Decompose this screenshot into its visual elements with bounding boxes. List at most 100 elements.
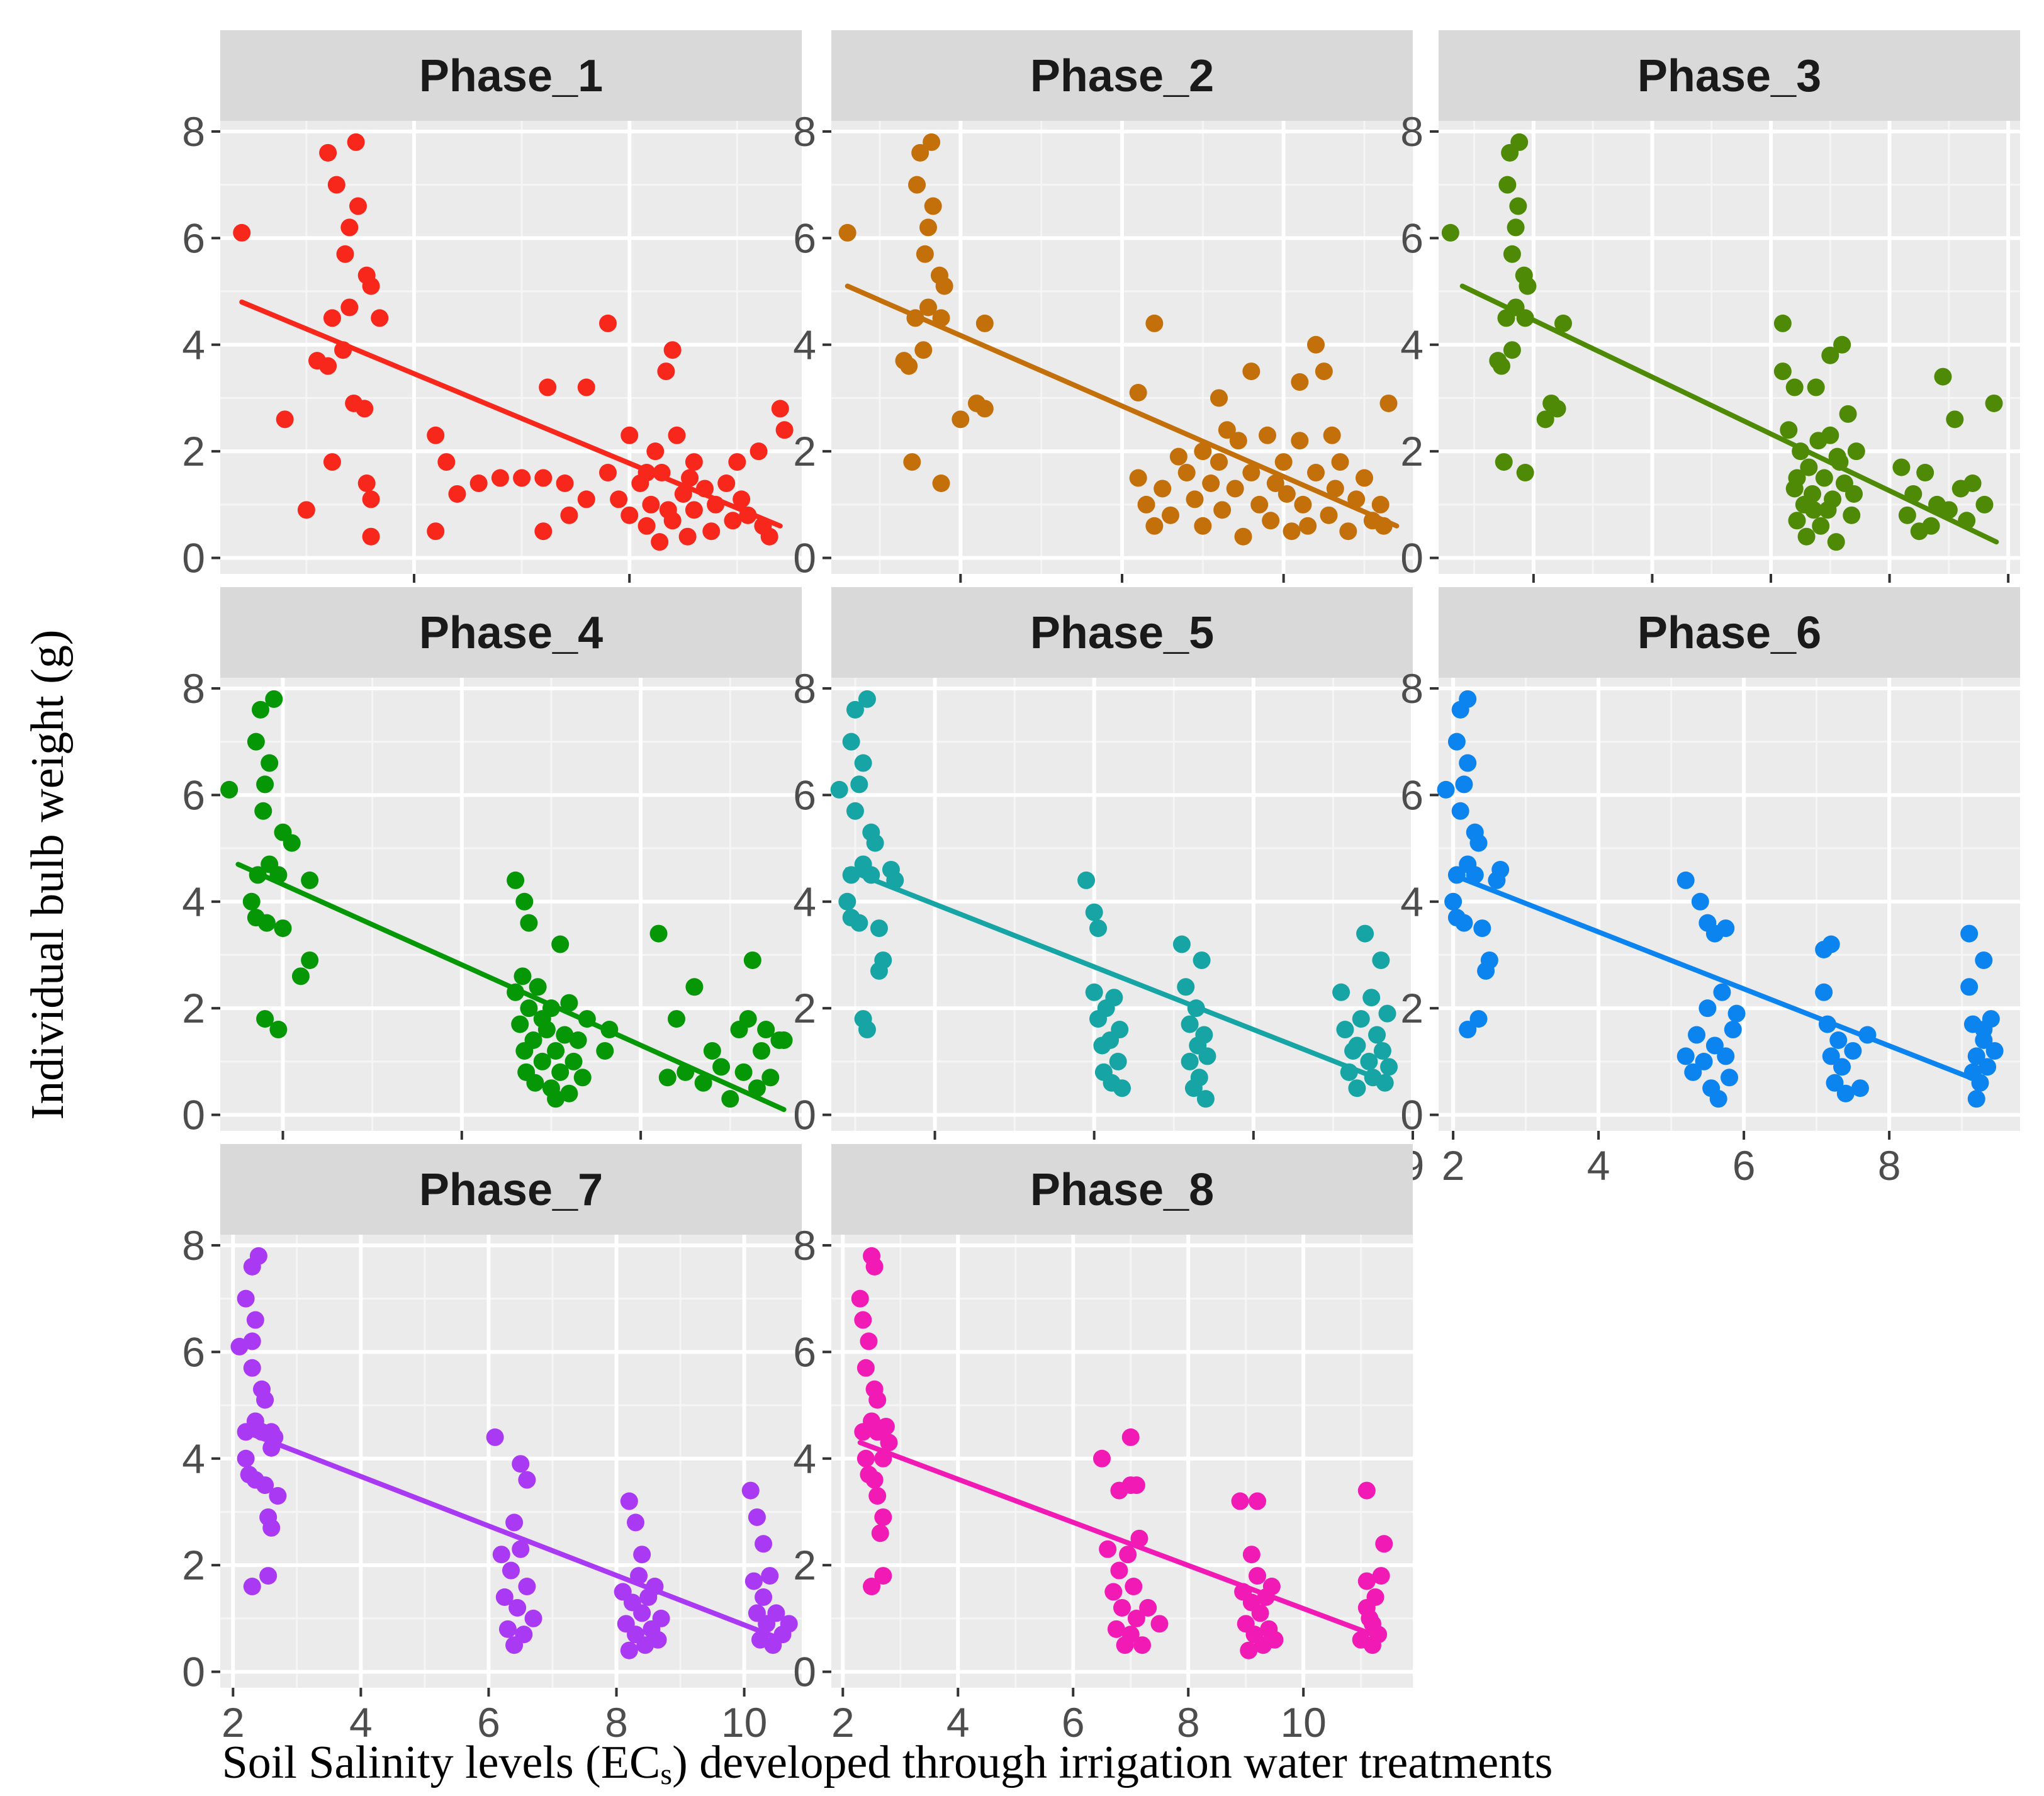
data-point [874, 1508, 892, 1526]
data-point [1892, 458, 1911, 476]
data-point [269, 1021, 288, 1039]
data-point [1133, 1636, 1152, 1654]
data-point [437, 453, 456, 471]
data-point [1676, 871, 1695, 889]
data-point [1110, 1481, 1128, 1500]
data-point [775, 1031, 793, 1049]
data-point [564, 1052, 583, 1070]
data-point [659, 501, 677, 519]
data-point [508, 1598, 527, 1617]
data-point [599, 314, 617, 332]
data-point [1451, 802, 1469, 820]
data-point [1845, 485, 1863, 503]
data-point [1177, 464, 1196, 482]
data-point [694, 1074, 712, 1092]
data-point [1709, 1090, 1727, 1108]
y-tick-label: 4 [793, 878, 816, 925]
data-point [1509, 197, 1527, 215]
data-point [1507, 218, 1525, 237]
data-point [1847, 442, 1865, 461]
data-point [1785, 378, 1804, 396]
data-point [627, 1513, 644, 1532]
strip-background [831, 1144, 1413, 1235]
regression-line [857, 1440, 1375, 1637]
data-point [1372, 951, 1390, 969]
data-point [1967, 1047, 1985, 1065]
data-point [685, 978, 704, 996]
data-point [1107, 1620, 1125, 1638]
x-axis-title-tail: ) developed through irrigation water tre… [672, 1737, 1553, 1788]
data-point [854, 1311, 872, 1329]
data-point [492, 1546, 510, 1564]
data-point [1821, 426, 1839, 444]
data-point [1339, 522, 1357, 541]
data-point [868, 1487, 887, 1505]
data-point [237, 1289, 255, 1308]
data-point [1213, 501, 1232, 519]
data-point [1242, 464, 1261, 482]
y-tick-label: 4 [793, 322, 816, 368]
data-point [1844, 1041, 1862, 1060]
data-point [1320, 506, 1338, 524]
data-point [243, 1359, 261, 1377]
data-point [256, 775, 274, 794]
plot-background [220, 1235, 802, 1688]
data-point [1278, 485, 1296, 503]
data-point [1833, 335, 1851, 354]
data-point [362, 277, 380, 295]
data-point [678, 527, 697, 546]
data-point [524, 1609, 542, 1627]
data-point [1266, 1630, 1284, 1649]
y-tick-label: 8 [793, 108, 816, 155]
data-point [1352, 1010, 1370, 1028]
data-point [649, 1630, 667, 1649]
data-point [1099, 1540, 1117, 1558]
data-point [323, 309, 341, 327]
data-point [514, 967, 532, 985]
y-tick-label: 0 [793, 1649, 816, 1695]
data-point [243, 1578, 261, 1596]
data-point [633, 1604, 651, 1622]
panel-phase-5: Phase_5024683579 [793, 587, 1424, 1189]
data-point [739, 1010, 757, 1028]
data-point [1379, 394, 1398, 412]
data-point [556, 1026, 574, 1044]
data-point [319, 357, 337, 375]
data-point [681, 469, 699, 487]
data-point [1262, 512, 1280, 530]
data-point [1804, 485, 1821, 503]
y-tick-label: 4 [793, 1435, 816, 1482]
data-point [1455, 775, 1473, 794]
data-point [1922, 517, 1940, 535]
data-point [1807, 378, 1825, 396]
data-point [1127, 1476, 1145, 1495]
data-point [703, 1041, 721, 1060]
data-point [1218, 421, 1236, 439]
y-tick-label: 0 [793, 535, 816, 581]
data-point [518, 1471, 536, 1489]
y-tick-label: 8 [182, 1222, 205, 1269]
data-point [1985, 394, 2003, 412]
data-point [560, 1084, 578, 1103]
data-point [1121, 1625, 1140, 1644]
data-point [1827, 533, 1845, 551]
data-point [657, 362, 675, 381]
data-point [283, 834, 301, 852]
data-point [842, 732, 860, 751]
data-point [1444, 892, 1463, 911]
data-point [767, 1604, 785, 1622]
x-tick-label: 6 [1732, 1142, 1756, 1189]
data-point [1229, 432, 1247, 450]
data-point [1510, 133, 1529, 151]
regression-line [845, 283, 1400, 529]
y-tick-label: 2 [182, 1542, 205, 1588]
data-point [1724, 1021, 1742, 1039]
data-point [1194, 517, 1212, 535]
y-tick-label: 0 [1400, 535, 1424, 581]
data-point [870, 962, 888, 980]
data-point [1372, 1567, 1390, 1585]
data-point [577, 490, 595, 508]
data-point [620, 1492, 638, 1510]
y-tick-label: 0 [182, 1649, 205, 1695]
